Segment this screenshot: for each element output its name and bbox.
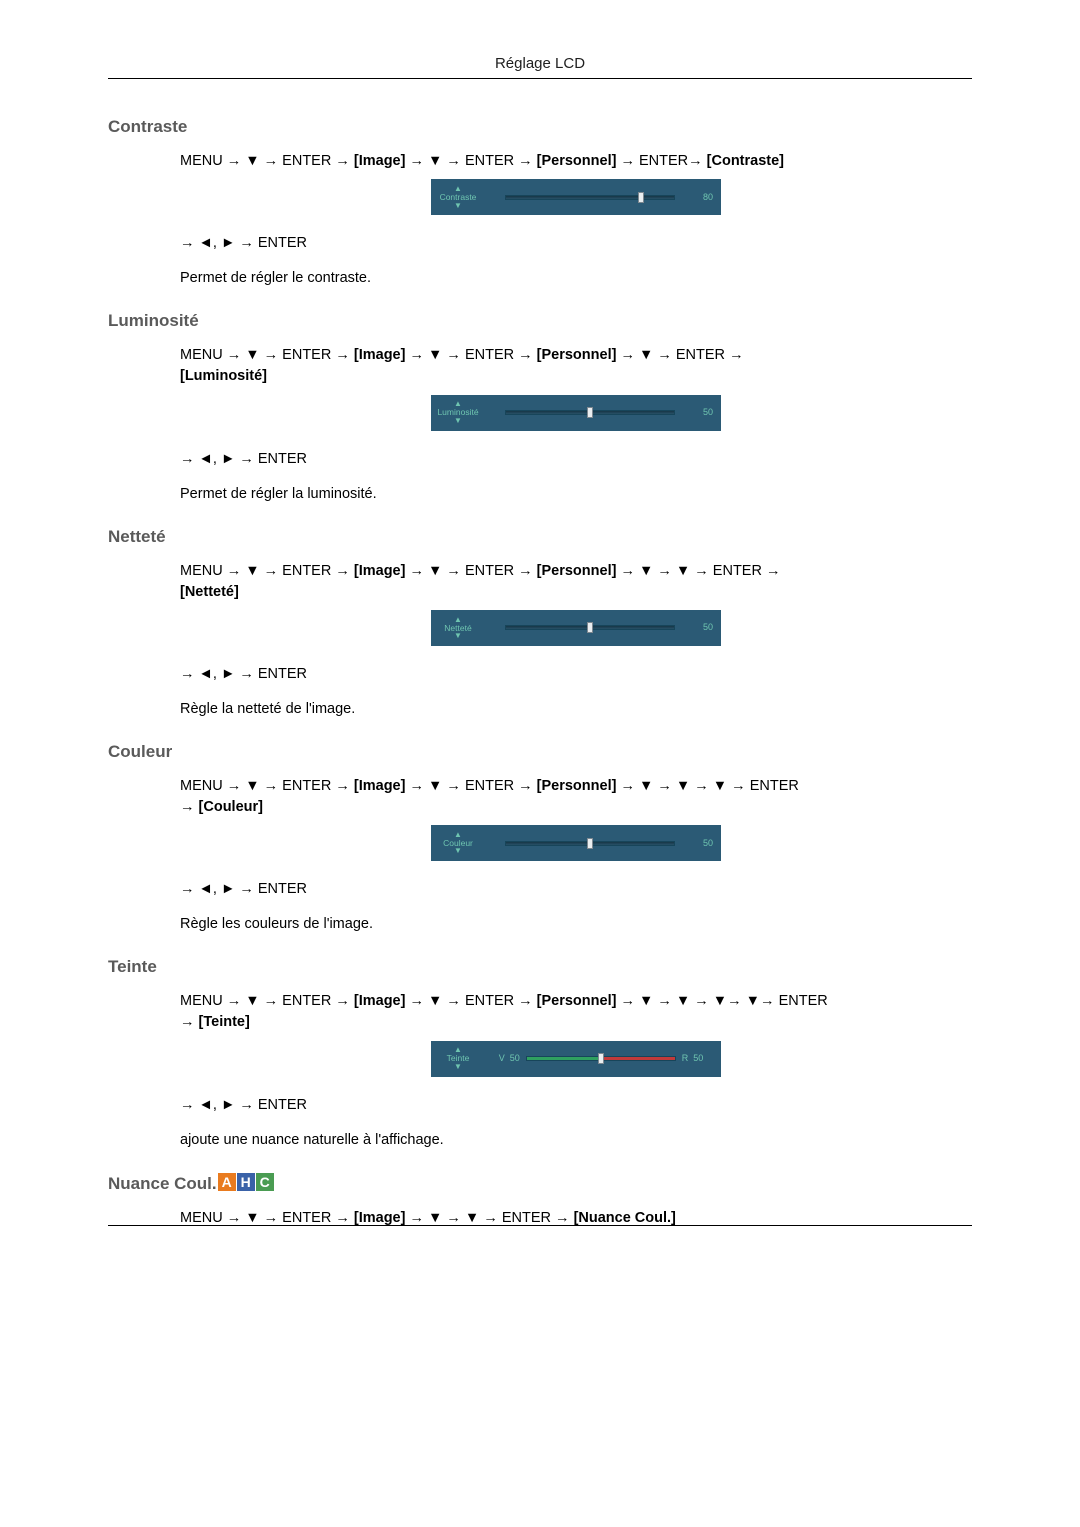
slider-thumb[interactable] [587, 407, 593, 418]
desc-teinte: ajoute une nuance naturelle à l'affichag… [180, 1130, 972, 1151]
adjust-line: → ◄, ► → ENTER [180, 1095, 972, 1116]
slider-thumb[interactable] [587, 838, 593, 849]
desc-contraste: Permet de régler le contraste. [180, 268, 972, 289]
slider-label-cell: ▲ Contraste ▼ [431, 179, 485, 215]
heading-contraste: Contraste [108, 117, 972, 137]
adjust-line: → ◄, ► → ENTER [180, 449, 972, 470]
heading-luminosite: Luminosité [108, 311, 972, 331]
nav-token: [Contraste] [707, 153, 784, 169]
heading-nuance: Nuance Coul.AHC [108, 1173, 972, 1194]
nav-couleur: MENU → ▼ → ENTER → [Image] → ▼ → ENTER →… [180, 776, 972, 818]
slider-track[interactable] [505, 625, 675, 630]
desc-couleur: Règle les couleurs de l'image. [180, 914, 972, 935]
triangle-down-icon: ▼ [454, 202, 462, 210]
adjust-line: → ◄, ► → ENTER [180, 664, 972, 685]
nav-token: ENTER [465, 153, 514, 169]
triangle-down-icon: ▼ [454, 1063, 462, 1071]
heading-teinte: Teinte [108, 957, 972, 977]
nav-token: ENTER [282, 153, 331, 169]
slider-thumb[interactable] [587, 622, 593, 633]
adjust-line: → ◄, ► → ENTER [180, 879, 972, 900]
slider-thumb[interactable] [598, 1053, 604, 1064]
slider-luminosite[interactable]: ▲ Luminosité ▼ 50 [431, 395, 721, 431]
nav-teinte: MENU → ▼ → ENTER → [Image] → ▼ → ENTER →… [180, 991, 972, 1033]
heading-nettete: Netteté [108, 527, 972, 547]
desc-luminosite: Permet de régler la luminosité. [180, 484, 972, 505]
slider-contraste[interactable]: ▲ Contraste ▼ 80 [431, 179, 721, 215]
nav-nettete: MENU → ▼ → ENTER → [Image] → ▼ → ENTER →… [180, 561, 972, 603]
tint-left-label: V 50 [497, 1052, 522, 1065]
nav-contraste: MENU → ▼ → ENTER → [Image] → ▼ → ENTER →… [180, 151, 972, 172]
slider-couleur[interactable]: ▲ Couleur ▼ 50 [431, 825, 721, 861]
slider-value: 50 [695, 825, 721, 861]
slider-track-cell [485, 179, 695, 215]
nav-token: [Image] [354, 153, 406, 169]
slider-teinte[interactable]: ▲ Teinte ▼ V 50 R 50 [431, 1041, 721, 1077]
heading-nuance-text: Nuance Coul. [108, 1174, 217, 1193]
desc-nettete: Règle la netteté de l'image. [180, 699, 972, 720]
slider-track[interactable] [505, 841, 675, 846]
triangle-down-icon: ▼ [454, 632, 462, 640]
badge-c: C [256, 1173, 274, 1191]
triangle-down-icon: ▼ [454, 847, 462, 855]
slider-track[interactable] [505, 195, 675, 200]
slider-track[interactable] [526, 1056, 676, 1061]
nav-luminosite: MENU → ▼ → ENTER → [Image] → ▼ → ENTER →… [180, 345, 972, 387]
badge-h: H [237, 1173, 255, 1191]
footer-rule [108, 1225, 972, 1226]
slider-value: 50 [695, 395, 721, 431]
slider-track[interactable] [505, 410, 675, 415]
tint-right-label: R 50 [680, 1052, 706, 1065]
nav-token: ENTER [639, 153, 688, 169]
nav-token: MENU [180, 153, 223, 169]
slider-nettete[interactable]: ▲ Netteté ▼ 50 [431, 610, 721, 646]
adjust-line: → ◄, ► → ENTER [180, 233, 972, 254]
heading-couleur: Couleur [108, 742, 972, 762]
triangle-down-icon: ▼ [454, 417, 462, 425]
slider-thumb[interactable] [638, 192, 644, 203]
slider-value: 50 [695, 610, 721, 646]
nav-token: [Personnel] [537, 153, 617, 169]
badge-a: A [218, 1173, 236, 1191]
page-header: Réglage LCD [108, 55, 972, 79]
slider-value: 80 [695, 179, 721, 215]
